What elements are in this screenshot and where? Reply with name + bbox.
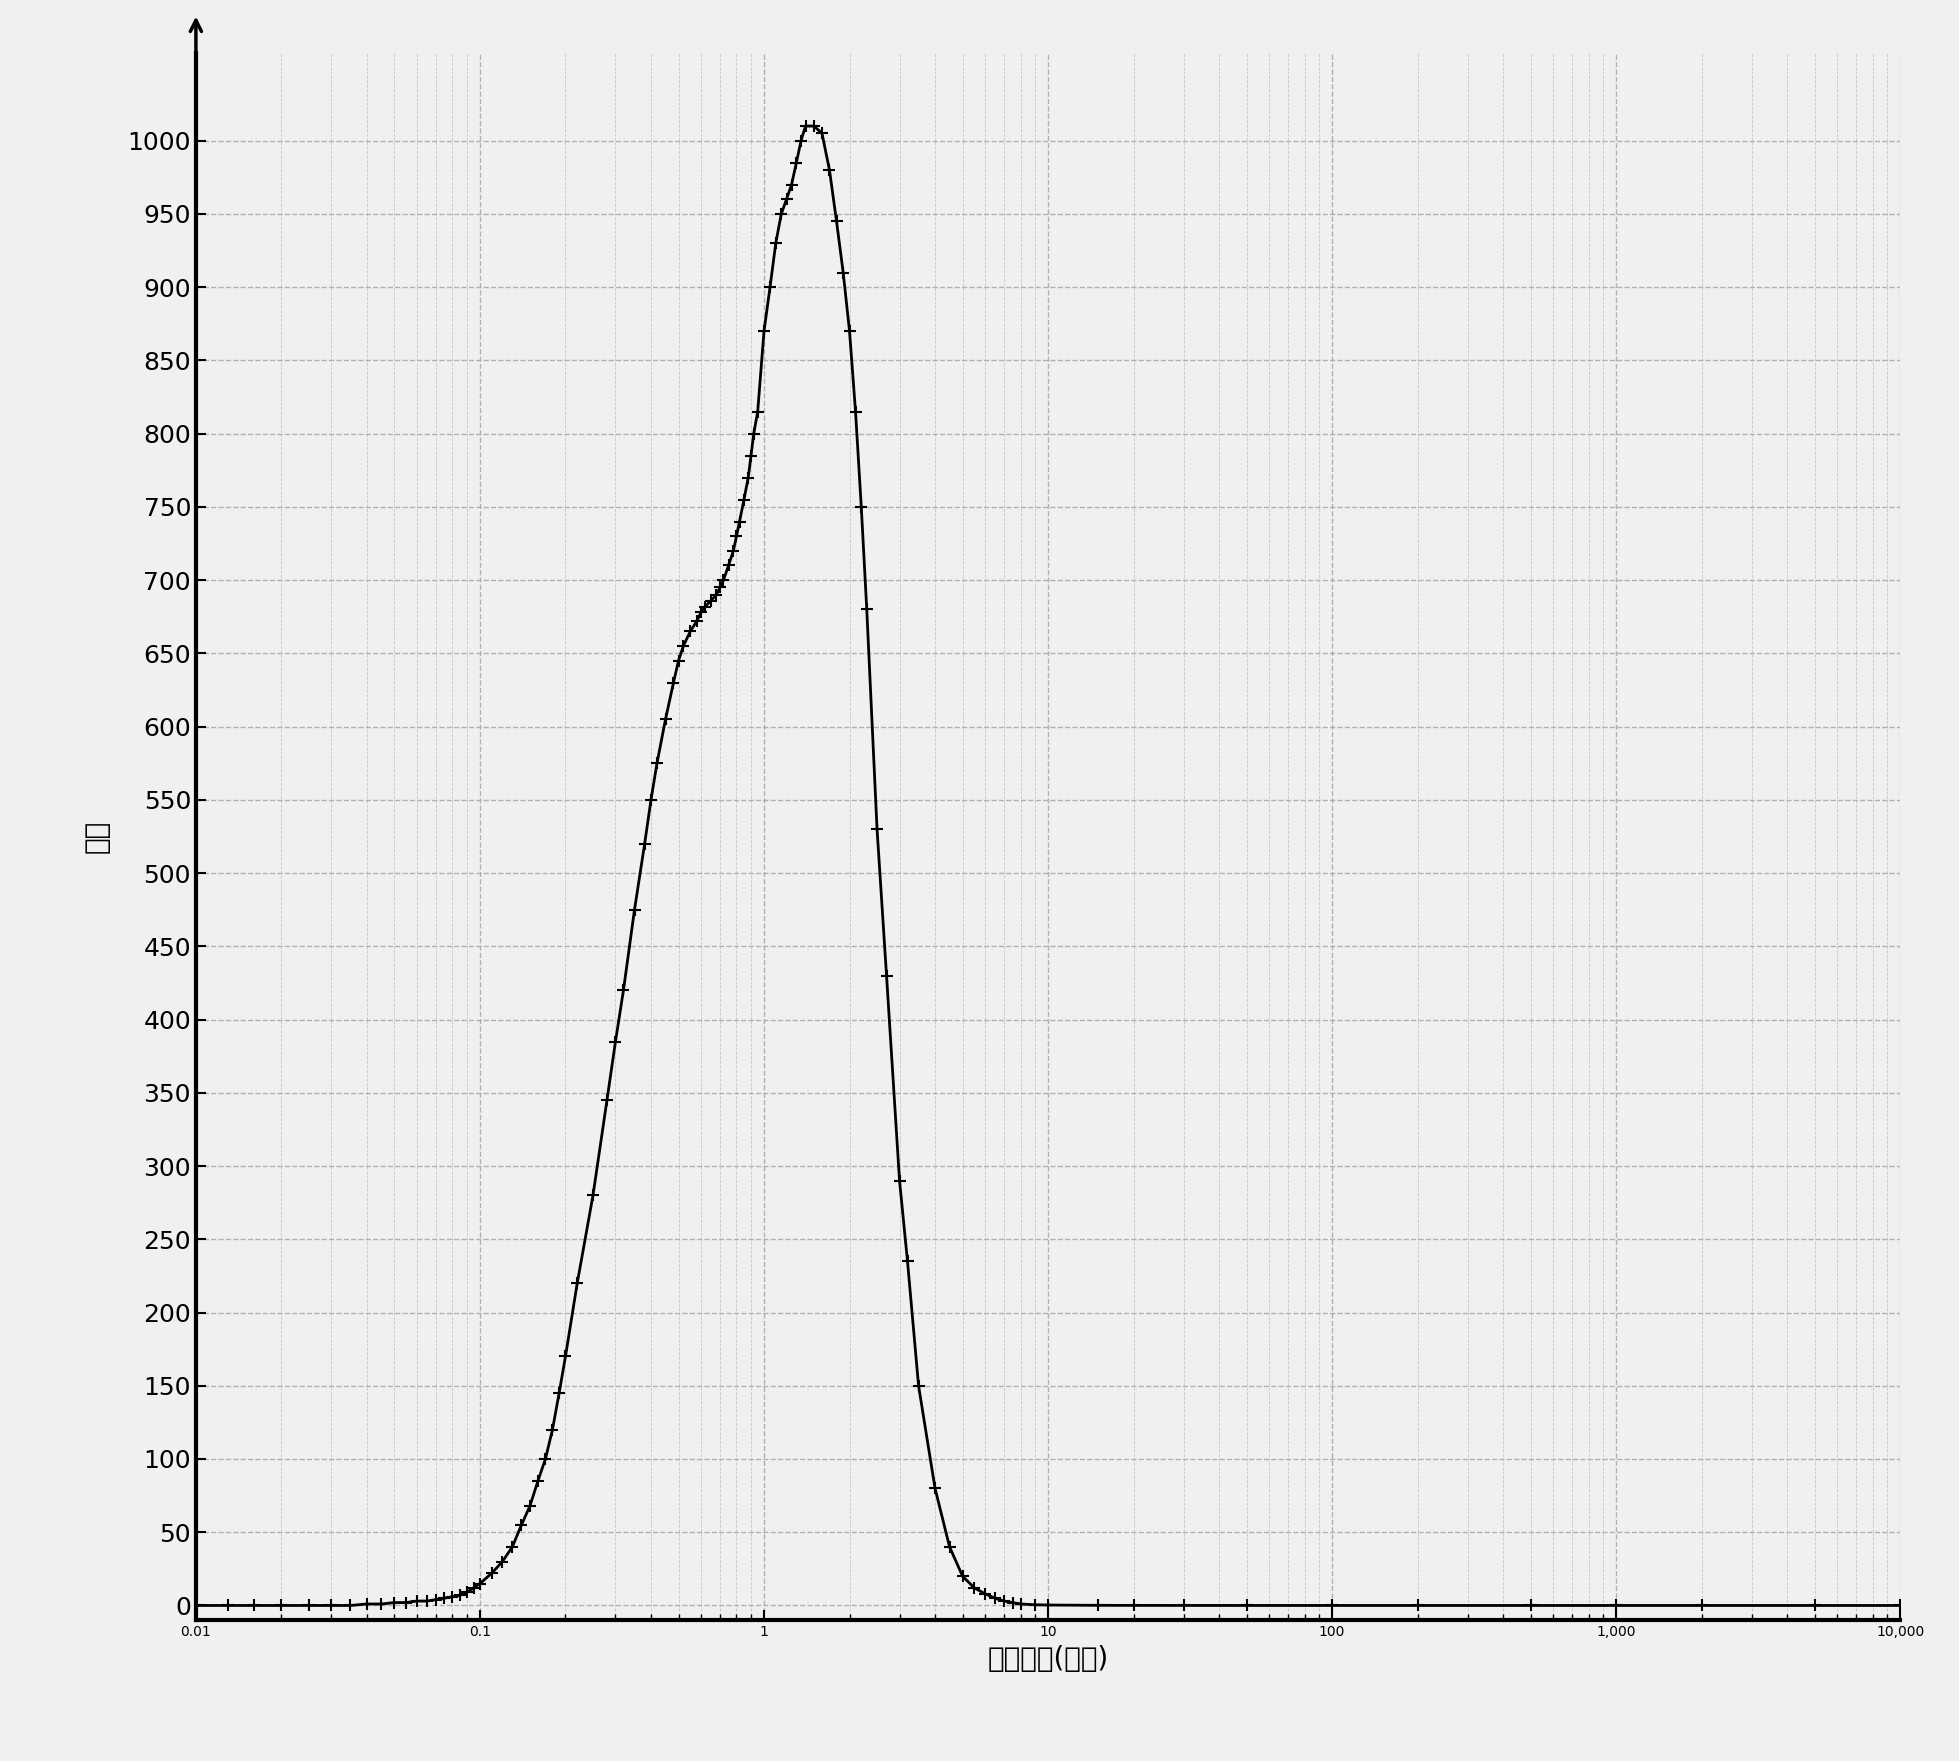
Y-axis label: 幅度: 幅度 — [82, 821, 112, 852]
X-axis label: 弛谱时间(毫秒): 弛谱时间(毫秒) — [987, 1645, 1109, 1673]
